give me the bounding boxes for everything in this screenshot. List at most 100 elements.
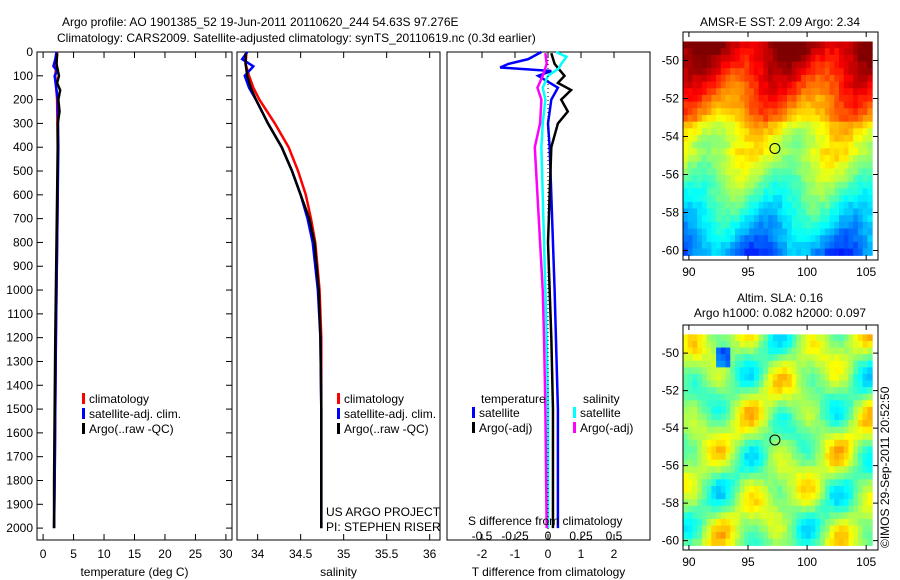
map-cell (744, 334, 750, 342)
map-cell (687, 426, 694, 434)
map-cell (801, 347, 807, 355)
map-cell (857, 499, 864, 507)
map-cell (744, 128, 750, 136)
map-cell (848, 466, 854, 474)
map-cell (796, 68, 802, 76)
map-cell (730, 121, 736, 129)
map-cell (782, 485, 788, 494)
map-cell (683, 201, 689, 210)
map-cell (867, 114, 873, 123)
map-cell (787, 446, 793, 454)
map-cell (706, 406, 712, 415)
map-cell (810, 101, 816, 109)
map-cell (716, 499, 722, 507)
map-cell (810, 499, 816, 507)
map-cell (810, 413, 816, 421)
map-cell (862, 334, 868, 342)
map-cell (768, 347, 774, 355)
map-cell (697, 88, 703, 96)
map-cell (862, 518, 868, 527)
map-cell (730, 512, 736, 520)
map-cell (824, 201, 831, 210)
map-cell (735, 420, 741, 428)
map-cell (820, 446, 826, 454)
map-cell (862, 54, 868, 63)
map-cell (796, 446, 802, 454)
temperature-panel: 0100200300400500600700800900100011001200… (6, 45, 233, 579)
map-cell (801, 188, 807, 196)
map-cell (805, 235, 812, 243)
map-cell (810, 228, 816, 236)
map-cell (763, 466, 769, 474)
map-cell (782, 439, 788, 448)
map-cell (801, 459, 807, 467)
x-tick-label: 0 (545, 547, 552, 561)
map-cell (725, 354, 731, 362)
map-cell (796, 532, 802, 540)
map-cell (697, 400, 703, 408)
map-cell (730, 68, 736, 76)
map-cell (697, 128, 703, 136)
map-cell (697, 420, 703, 428)
map-cell (867, 387, 873, 395)
map-cell (687, 413, 694, 421)
map-cell (716, 141, 722, 149)
map-cell (857, 181, 864, 190)
map-cell (824, 479, 831, 487)
map-cell (839, 161, 845, 170)
map-cell (758, 485, 764, 494)
map-cell (720, 505, 727, 513)
map-cell (687, 393, 694, 401)
map-cell (787, 108, 793, 116)
map-cell (810, 347, 816, 355)
map-cell (867, 406, 873, 415)
map-cell (749, 453, 755, 461)
map-cell (716, 466, 722, 474)
map-cell (744, 215, 750, 223)
map-cell (758, 88, 764, 96)
map-cell (848, 215, 854, 223)
map-cell (735, 433, 741, 441)
map-cell (777, 81, 783, 89)
map-cell (805, 439, 812, 448)
map-cell (787, 48, 793, 56)
map-cell (777, 161, 783, 170)
map-cell (725, 114, 731, 123)
map-cell (787, 380, 793, 388)
map-cell (839, 499, 845, 507)
map-cell (730, 426, 736, 434)
map-cell (720, 88, 727, 96)
map-cell (829, 413, 835, 421)
map-cell (711, 141, 717, 149)
map-cell (777, 413, 783, 421)
map-cell (796, 538, 802, 546)
map-cell (749, 141, 755, 149)
map-cell (857, 354, 864, 362)
map-cell (782, 108, 788, 116)
map-cell (801, 121, 807, 129)
map-cell (706, 88, 712, 96)
map-cell (768, 485, 774, 494)
map-cell (848, 505, 854, 513)
map-cell (848, 248, 854, 256)
map-cell (701, 532, 708, 540)
map-cell (697, 393, 703, 401)
map-cell (730, 499, 736, 507)
map-cell (777, 459, 783, 467)
map-cell (758, 439, 764, 448)
map-cell (862, 499, 868, 507)
map-cell (843, 400, 850, 408)
map-cell (763, 215, 769, 223)
map-cell (730, 114, 736, 123)
y-tick-label: 2000 (6, 521, 33, 535)
map-cell (706, 68, 712, 76)
map-cell (805, 426, 812, 434)
map-cell (683, 479, 689, 487)
map-cell (815, 41, 821, 49)
map-cell (834, 161, 840, 170)
map-cell (839, 439, 845, 448)
map-cell (730, 347, 736, 355)
map-cell (772, 161, 779, 170)
map-cell (763, 512, 769, 520)
map-cell (763, 54, 769, 63)
